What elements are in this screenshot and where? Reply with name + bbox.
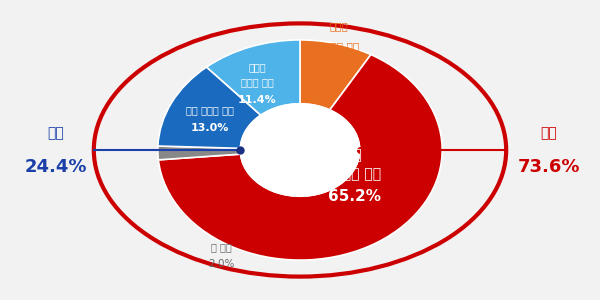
Text: 2.0%: 2.0% xyxy=(209,260,235,269)
Text: 잘못하고 있다: 잘못하고 있다 xyxy=(318,41,359,51)
Text: 13.0%: 13.0% xyxy=(191,123,229,133)
Wedge shape xyxy=(206,40,300,115)
Wedge shape xyxy=(158,55,442,260)
Text: 잘못하고 있다: 잘못하고 있다 xyxy=(326,167,382,181)
Text: 8.3%: 8.3% xyxy=(323,60,354,70)
Wedge shape xyxy=(158,67,261,148)
Text: 부정: 부정 xyxy=(541,127,557,140)
Text: 24.4%: 24.4% xyxy=(24,158,86,175)
Text: 잘 모름: 잘 모름 xyxy=(211,242,232,252)
Text: 매우: 매우 xyxy=(346,148,362,163)
Text: 긍정: 긍정 xyxy=(47,127,64,140)
Text: 73.6%: 73.6% xyxy=(518,158,580,175)
Text: 잘하고 있다: 잘하고 있다 xyxy=(241,77,274,87)
Wedge shape xyxy=(300,40,371,110)
Text: 11.4%: 11.4% xyxy=(238,95,277,105)
Wedge shape xyxy=(158,146,241,160)
Text: 65.2%: 65.2% xyxy=(328,189,380,204)
Circle shape xyxy=(240,104,360,196)
Text: 대체로: 대체로 xyxy=(248,62,266,72)
Text: 대체로: 대체로 xyxy=(329,21,348,31)
Text: 매우 잘하고 있다: 매우 잘하고 있다 xyxy=(186,105,234,115)
